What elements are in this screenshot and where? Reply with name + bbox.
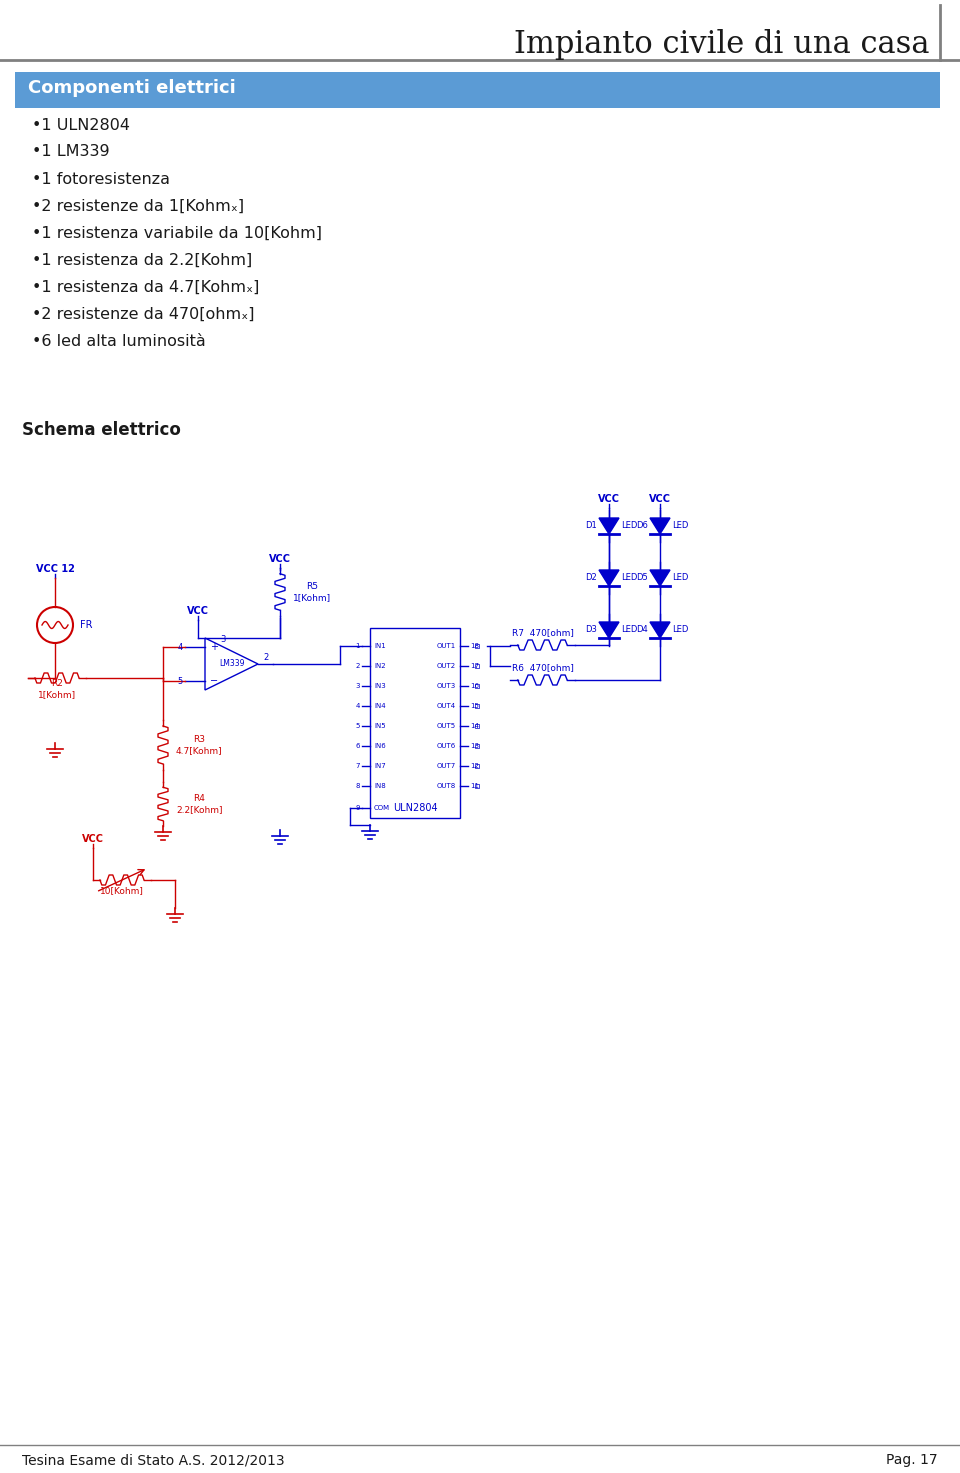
Text: 9: 9 — [355, 806, 360, 812]
Bar — [475, 704, 479, 709]
Text: •1 fotoresistenza: •1 fotoresistenza — [32, 171, 170, 187]
Text: 2: 2 — [355, 663, 360, 669]
Text: +: + — [210, 642, 218, 653]
Text: Componenti elettrici: Componenti elettrici — [28, 80, 236, 97]
Polygon shape — [650, 570, 670, 586]
Text: D2: D2 — [586, 573, 597, 582]
Text: LED: LED — [621, 626, 637, 635]
Text: 14: 14 — [470, 723, 479, 729]
Bar — [475, 683, 479, 688]
Text: •2 resistenze da 1[Kohmₓ]: •2 resistenze da 1[Kohmₓ] — [32, 199, 244, 214]
Text: D1: D1 — [586, 521, 597, 530]
Text: D6: D6 — [636, 521, 648, 530]
Text: VCC: VCC — [269, 554, 291, 564]
Text: •1 resistenza variabile da 10[Kohm]: •1 resistenza variabile da 10[Kohm] — [32, 225, 322, 240]
Text: VCC: VCC — [649, 493, 671, 504]
Text: 5: 5 — [178, 676, 183, 685]
Text: VCC: VCC — [82, 834, 104, 844]
Text: 16: 16 — [470, 683, 479, 689]
Bar — [475, 764, 479, 767]
Text: OUT5: OUT5 — [437, 723, 456, 729]
Text: Schema elettrico: Schema elettrico — [22, 421, 180, 439]
Text: 17: 17 — [470, 663, 479, 669]
Text: •6 led alta luminosità: •6 led alta luminosità — [32, 333, 205, 349]
Text: R6  470[ohm]: R6 470[ohm] — [512, 663, 573, 673]
Text: Impianto civile di una casa: Impianto civile di una casa — [515, 29, 930, 60]
Polygon shape — [599, 570, 619, 586]
Bar — [475, 664, 479, 667]
Text: 13: 13 — [470, 742, 479, 748]
Text: D5: D5 — [636, 573, 648, 582]
Bar — [475, 725, 479, 728]
Polygon shape — [650, 518, 670, 535]
Text: 18: 18 — [470, 644, 479, 650]
Text: IN4: IN4 — [374, 703, 386, 709]
Bar — [370, 627, 460, 818]
Text: 8: 8 — [355, 784, 360, 790]
Text: 6: 6 — [355, 742, 360, 748]
Text: COM: COM — [374, 806, 390, 812]
Text: 4: 4 — [178, 642, 183, 651]
Text: 4: 4 — [355, 703, 360, 709]
Text: VCC: VCC — [598, 493, 620, 504]
Text: LED: LED — [672, 573, 688, 582]
Text: 3: 3 — [220, 635, 226, 645]
Text: OUT8: OUT8 — [437, 784, 456, 790]
Text: 5: 5 — [355, 723, 360, 729]
Text: VCC 12: VCC 12 — [36, 564, 75, 574]
Text: R5
1[Kohm]: R5 1[Kohm] — [293, 582, 331, 601]
Text: OUT2: OUT2 — [437, 663, 456, 669]
Polygon shape — [650, 622, 670, 638]
FancyBboxPatch shape — [15, 72, 940, 108]
Polygon shape — [599, 518, 619, 535]
Text: OUT7: OUT7 — [437, 763, 456, 769]
Text: IN7: IN7 — [374, 763, 386, 769]
Text: LED: LED — [672, 521, 688, 530]
Text: Pag. 17: Pag. 17 — [886, 1452, 938, 1467]
Text: •1 LM339: •1 LM339 — [32, 144, 109, 159]
Text: IN2: IN2 — [374, 663, 386, 669]
Text: IN3: IN3 — [374, 683, 386, 689]
Text: OUT3: OUT3 — [437, 683, 456, 689]
Text: 10[Kohm]: 10[Kohm] — [100, 887, 144, 896]
Text: 2: 2 — [263, 654, 269, 663]
Text: D3: D3 — [586, 626, 597, 635]
Text: OUT1: OUT1 — [437, 644, 456, 650]
Text: VCC: VCC — [187, 605, 209, 616]
Text: D4: D4 — [636, 626, 648, 635]
Bar — [475, 744, 479, 748]
Text: OUT4: OUT4 — [437, 703, 456, 709]
Text: R3
4.7[Kohm]: R3 4.7[Kohm] — [176, 735, 223, 754]
Text: •1 ULN2804: •1 ULN2804 — [32, 118, 130, 133]
Text: 1: 1 — [355, 644, 360, 650]
Text: •2 resistenze da 470[ohmₓ]: •2 resistenze da 470[ohmₓ] — [32, 306, 254, 321]
Text: LM339: LM339 — [219, 660, 244, 669]
Text: IN1: IN1 — [374, 644, 386, 650]
Text: 15: 15 — [470, 703, 479, 709]
Text: IN8: IN8 — [374, 784, 386, 790]
Text: OUT6: OUT6 — [437, 742, 456, 748]
Text: 3: 3 — [355, 683, 360, 689]
Polygon shape — [599, 622, 619, 638]
Text: LED: LED — [621, 521, 637, 530]
Text: 11: 11 — [470, 784, 479, 790]
Text: R7  470[ohm]: R7 470[ohm] — [512, 629, 573, 638]
Text: IN6: IN6 — [374, 742, 386, 748]
Bar — [475, 644, 479, 648]
Text: LED: LED — [672, 626, 688, 635]
Text: R2
1[Kohm]: R2 1[Kohm] — [38, 679, 76, 698]
Bar — [475, 784, 479, 788]
Text: −: − — [210, 676, 218, 686]
Text: FR: FR — [80, 620, 92, 630]
Text: Tesina Esame di Stato A.S. 2012/2013: Tesina Esame di Stato A.S. 2012/2013 — [22, 1452, 284, 1467]
Text: R4
2.2[Kohm]: R4 2.2[Kohm] — [176, 794, 223, 813]
Text: ULN2804: ULN2804 — [393, 803, 438, 813]
Text: IN5: IN5 — [374, 723, 386, 729]
Text: LED: LED — [621, 573, 637, 582]
Text: 7: 7 — [355, 763, 360, 769]
Text: •1 resistenza da 2.2[Kohm]: •1 resistenza da 2.2[Kohm] — [32, 252, 252, 268]
Text: •1 resistenza da 4.7[Kohmₓ]: •1 resistenza da 4.7[Kohmₓ] — [32, 280, 259, 295]
Text: 12: 12 — [470, 763, 479, 769]
